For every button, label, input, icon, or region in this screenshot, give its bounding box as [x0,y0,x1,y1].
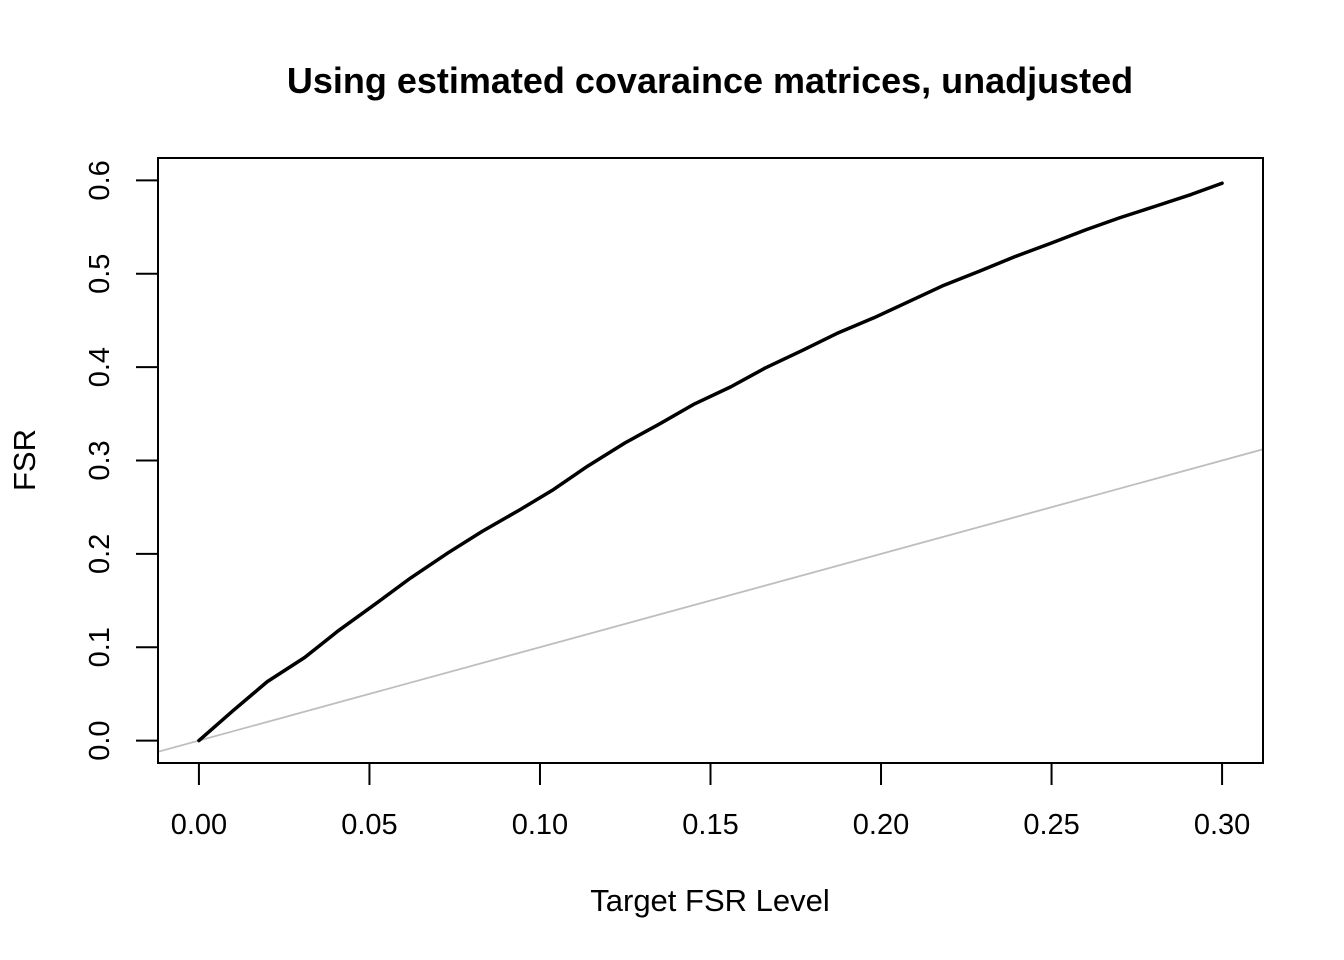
x-tick-label: 0.25 [1023,809,1079,841]
x-tick-label: 0.10 [512,809,568,841]
plot-area [158,181,1263,753]
x-axis: 0.00 0.05 0.10 0.15 0.20 0.25 0.30 [171,762,1250,841]
x-tick-label: 0.15 [682,809,738,841]
y-tick-label: 0.4 [84,347,116,387]
x-tick-label: 0.05 [341,809,397,841]
x-axis-label: Target FSR Level [590,883,830,918]
y-tick-label: 0.2 [84,534,116,574]
reference-line [158,448,1263,753]
y-tick-label: 0.5 [84,254,116,294]
chart-title: Using estimated covaraince matrices, una… [287,60,1133,101]
y-tick-label: 0.1 [84,627,116,667]
x-tick-label: 0.30 [1194,809,1250,841]
y-axis-label: FSR [7,429,42,491]
y-axis: 0.0 0.1 0.2 0.3 0.4 0.5 0.6 [84,160,159,761]
plot-frame [157,157,1264,764]
x-tick-label: 0.20 [853,809,909,841]
x-tick-label: 0.00 [171,809,227,841]
series-line-fsr [197,181,1224,743]
y-tick-label: 0.0 [84,720,116,760]
y-tick-label: 0.6 [84,160,116,200]
y-tick-label: 0.3 [84,440,116,480]
